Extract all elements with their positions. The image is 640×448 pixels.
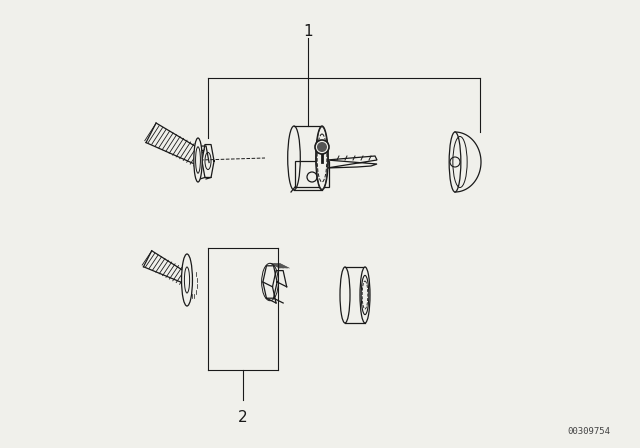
Ellipse shape <box>288 126 300 190</box>
Text: 1: 1 <box>303 25 313 39</box>
Ellipse shape <box>449 132 461 192</box>
Text: 2: 2 <box>238 410 248 425</box>
Ellipse shape <box>194 138 202 182</box>
Ellipse shape <box>182 254 193 306</box>
Text: 00309754: 00309754 <box>567 427 610 436</box>
Ellipse shape <box>360 267 370 323</box>
Circle shape <box>315 140 329 154</box>
Circle shape <box>317 142 327 152</box>
Ellipse shape <box>316 126 328 190</box>
Ellipse shape <box>340 267 350 323</box>
